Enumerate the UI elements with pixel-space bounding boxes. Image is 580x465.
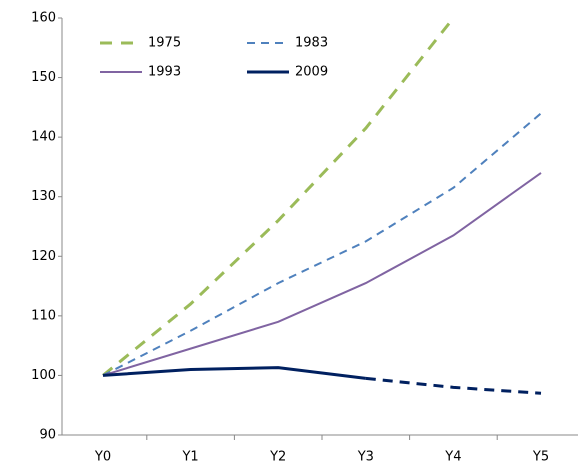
line-series (102, 18, 455, 377)
legend-label: 1983 (295, 36, 328, 51)
y-tick-label: 90 (39, 428, 56, 443)
y-tick-label: 160 (31, 11, 56, 26)
legend-label: 1993 (148, 65, 181, 80)
legend-label: 2009 (295, 65, 328, 80)
y-tick-label: 110 (31, 308, 56, 323)
x-tick-label: Y2 (269, 450, 286, 465)
line-series (102, 112, 542, 377)
y-tick-label: 140 (31, 130, 56, 145)
x-tick-label: Y1 (181, 450, 198, 465)
x-tick-label: Y4 (444, 450, 461, 465)
line-series (102, 172, 542, 377)
y-tick-label: 100 (31, 368, 56, 383)
x-tick-label: Y5 (532, 450, 549, 465)
x-tick-label: Y0 (94, 450, 111, 465)
line-series (365, 376, 542, 395)
line-series (102, 366, 366, 380)
legend-label: 1975 (148, 36, 181, 51)
y-tick-label: 120 (31, 249, 56, 264)
x-tick-label: Y3 (357, 450, 374, 465)
plot-area (102, 18, 542, 395)
y-tick-label: 130 (31, 189, 56, 204)
y-tick-label: 150 (31, 70, 56, 85)
